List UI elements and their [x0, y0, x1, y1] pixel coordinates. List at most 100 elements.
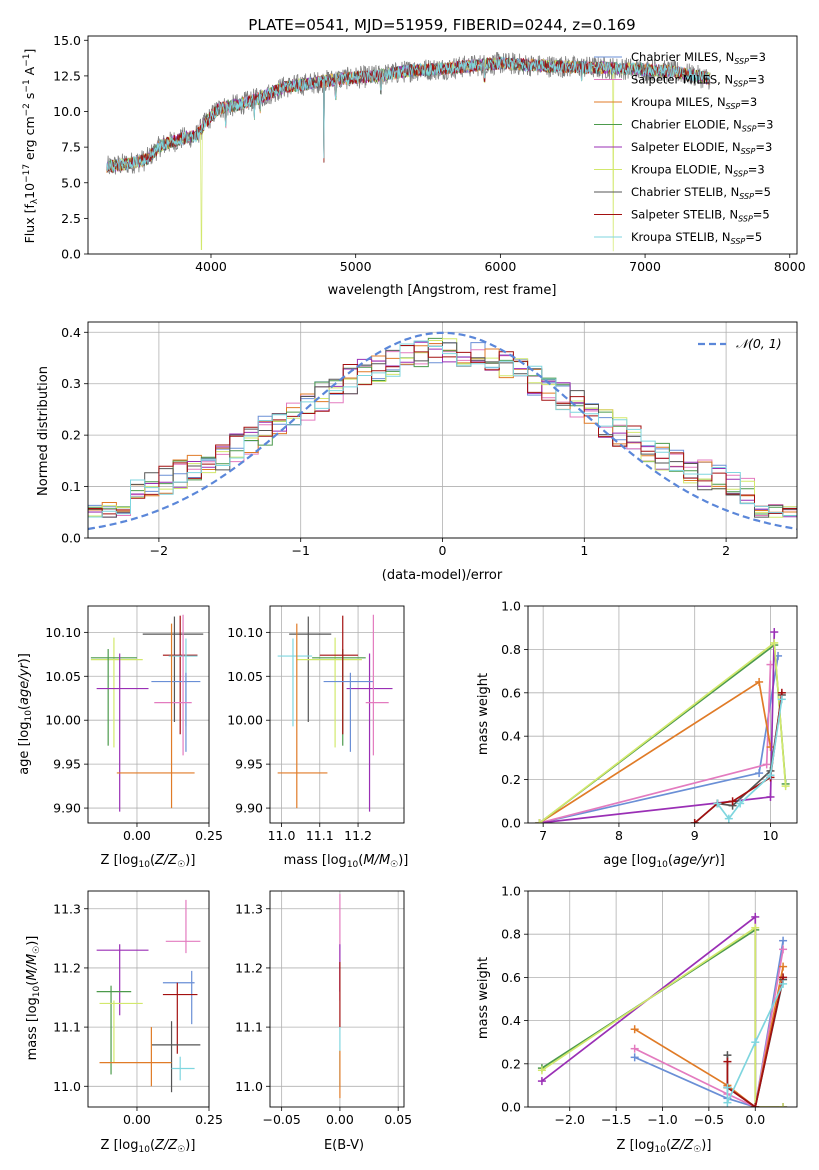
- wAge-marker: [777, 695, 786, 704]
- ageM-errorbar: [365, 614, 389, 756]
- ageZ-plot-area: [90, 614, 204, 812]
- mZ-errorbar: [96, 985, 132, 1075]
- mZ-xlabel: Z [log10(Z/Z☉)]: [101, 1138, 196, 1155]
- spectrum-ytick-label: 12.5: [53, 68, 81, 83]
- wZ-marker: [630, 1025, 639, 1034]
- mass-vs-extinction-panel: −0.05 0.00 0.05 11.0 11.1 11.2 11.3: [235, 890, 412, 1127]
- wZ-ytick-label: 0.4: [501, 1013, 521, 1028]
- spectrum-ytick-label: 0.0: [61, 247, 81, 262]
- spectrum-title: PLATE=0541, MJD=51959, FIBERID=0244, z=0…: [248, 16, 635, 34]
- mZ-errorbar: [96, 944, 149, 1016]
- legend-label-sub: SSP: [733, 80, 748, 89]
- ageZ-ytick-label: 9.90: [53, 801, 81, 816]
- mZ-errorbar: [99, 1000, 143, 1063]
- legend-label-main: Kroupa ELODIE, N: [631, 163, 733, 177]
- wAge-ytick-label: 0.0: [501, 816, 521, 831]
- wAge-xtick-label: 8: [615, 828, 623, 843]
- ageZ-xtick-label: 0.25: [195, 828, 223, 843]
- mZ-ylabel: mass [log10(M/M☉)]: [25, 936, 42, 1061]
- legend-label-tail: =5: [754, 185, 771, 199]
- residuals-xtick-label: −1: [291, 543, 309, 558]
- wAge-ytick-label: 1.0: [501, 599, 521, 614]
- normal-distribution-curve: [88, 331, 797, 531]
- age-vs-metallicity-panel: 0.00 0.25 9.90 9.95 10.00 10.05 10.10: [45, 605, 223, 843]
- spectrum-line-kroupa-elodie: [106, 57, 711, 252]
- wZ-marker: [537, 1066, 546, 1075]
- ageM-errorbar: [277, 623, 328, 809]
- wAge-marker: [762, 760, 771, 769]
- wAge-xtick-label: 7: [539, 828, 547, 843]
- mZ-plot-area: [96, 899, 201, 1093]
- residuals-xtick-label: 2: [722, 543, 730, 558]
- wAge-ytick-label: 0.8: [501, 642, 521, 657]
- ageM-grid: [270, 606, 404, 823]
- weight-vs-age-panel: 7 8 9 10 0.0 0.2 0.4 0.6 0.8 1.0: [501, 599, 798, 843]
- mZ-errorbar: [151, 1021, 201, 1093]
- ageM-ytick-label: 9.90: [235, 801, 263, 816]
- legend-label-sub: SSP: [733, 170, 748, 179]
- legend-label: Salpeter ELODIE, NSSP=3: [631, 140, 772, 156]
- spectrum-xlabel: wavelength [Angstrom, rest frame]: [328, 283, 557, 298]
- mE-ytick-label: 11.1: [235, 1020, 263, 1035]
- legend-label: Chabrier STELIB, NSSP=5: [631, 185, 771, 201]
- wAge-marker: [755, 677, 764, 686]
- spectrum-frame: [87, 35, 798, 255]
- wAge-marker: [736, 799, 745, 808]
- legend-label: Chabrier ELODIE, NSSP=3: [631, 118, 773, 134]
- wZ-marker: [751, 912, 760, 921]
- wZ-marker: [723, 1057, 732, 1066]
- mE-ytick-label: 11.2: [235, 960, 263, 975]
- residual-histogram-panel: −2 −1 0 1 2 0.0 0.1 0.2 0.3 0.4 𝒩(0, 1): [61, 321, 798, 558]
- wZ-line-kroupa-stelib: [726, 983, 784, 1104]
- ageZ-errorbar: [90, 649, 137, 746]
- legend-label-main: Chabrier MILES, N: [631, 50, 734, 64]
- ageM-errorbar: [289, 616, 332, 722]
- spectrum-ytick-label: 10.0: [53, 104, 81, 119]
- ageZ-errorbar: [116, 623, 195, 809]
- mE-xlabel: E(B-V): [324, 1138, 364, 1153]
- wZ-ytick-label: 0.0: [501, 1100, 521, 1115]
- ageM-ytick-label: 10.05: [227, 669, 263, 684]
- legend-label-tail: =3: [740, 95, 757, 109]
- legend-label: Kroupa ELODIE, NSSP=3: [631, 163, 765, 179]
- residuals-ytick-label: 0.4: [61, 325, 81, 340]
- wZ-xtick-label: −1.0: [647, 1112, 677, 1127]
- wZ-plot-area: [537, 912, 788, 1107]
- legend-label: Kroupa STELIB, NSSP=5: [631, 230, 762, 246]
- legend-label-main: Kroupa STELIB, N: [631, 230, 731, 244]
- mZ-frame: [87, 890, 210, 1108]
- ageM-xtick-label: 11.2: [344, 828, 372, 843]
- wAge-marker: [766, 743, 775, 752]
- wZ-marker: [751, 1038, 760, 1047]
- spectrum-xtick-label: 4000: [195, 259, 227, 274]
- ageM-frame: [269, 605, 405, 824]
- wAge-xlabel: age [log10(age/yr)]: [603, 853, 725, 870]
- wAge-marker: [690, 819, 699, 823]
- legend-label-sub: SSP: [731, 237, 746, 246]
- wAge-marker: [766, 771, 775, 780]
- spectrum-plot-area: [106, 51, 711, 252]
- legend-label-main: Chabrier ELODIE, N: [631, 118, 742, 132]
- legend-label-main: Salpeter MILES, N: [631, 73, 733, 87]
- wAge-line-chabrier-miles: [539, 655, 779, 823]
- mZ-ytick-label: 11.2: [53, 960, 81, 975]
- spectrum-ylabel: Flux [fλ10−17 erg cm−2 s−1 A−1]: [22, 49, 40, 244]
- ageM-xlabel: mass [log10(M/M☉)]: [284, 853, 409, 870]
- wZ-marker: [779, 962, 788, 971]
- legend-label-main: Salpeter STELIB, N: [631, 208, 738, 222]
- wZ-marker: [751, 1103, 760, 1107]
- residuals-ytick-label: 0.1: [61, 479, 81, 494]
- wAge-ytick-label: 0.6: [501, 685, 521, 700]
- mZ-xtick-label: 0.00: [123, 1112, 151, 1127]
- ageM-xtick-label: 11.0: [268, 828, 296, 843]
- mE-ytick-label: 11.3: [235, 901, 263, 916]
- age-vs-mass-panel: 11.0 11.1 11.2 9.90 9.95 10.00 10.05 10.10: [227, 605, 405, 843]
- residual-legend: 𝒩(0, 1): [698, 336, 782, 351]
- ageM-errorbar: [277, 638, 313, 727]
- histogram-kroupa-stelib: [88, 340, 797, 538]
- wAge-ytick-label: 0.4: [501, 729, 521, 744]
- wZ-xlabel: Z [log10(Z/Z☉)]: [617, 1138, 712, 1155]
- wAge-marker: [770, 638, 779, 647]
- spectrum-ytick-label: 7.5: [61, 140, 81, 155]
